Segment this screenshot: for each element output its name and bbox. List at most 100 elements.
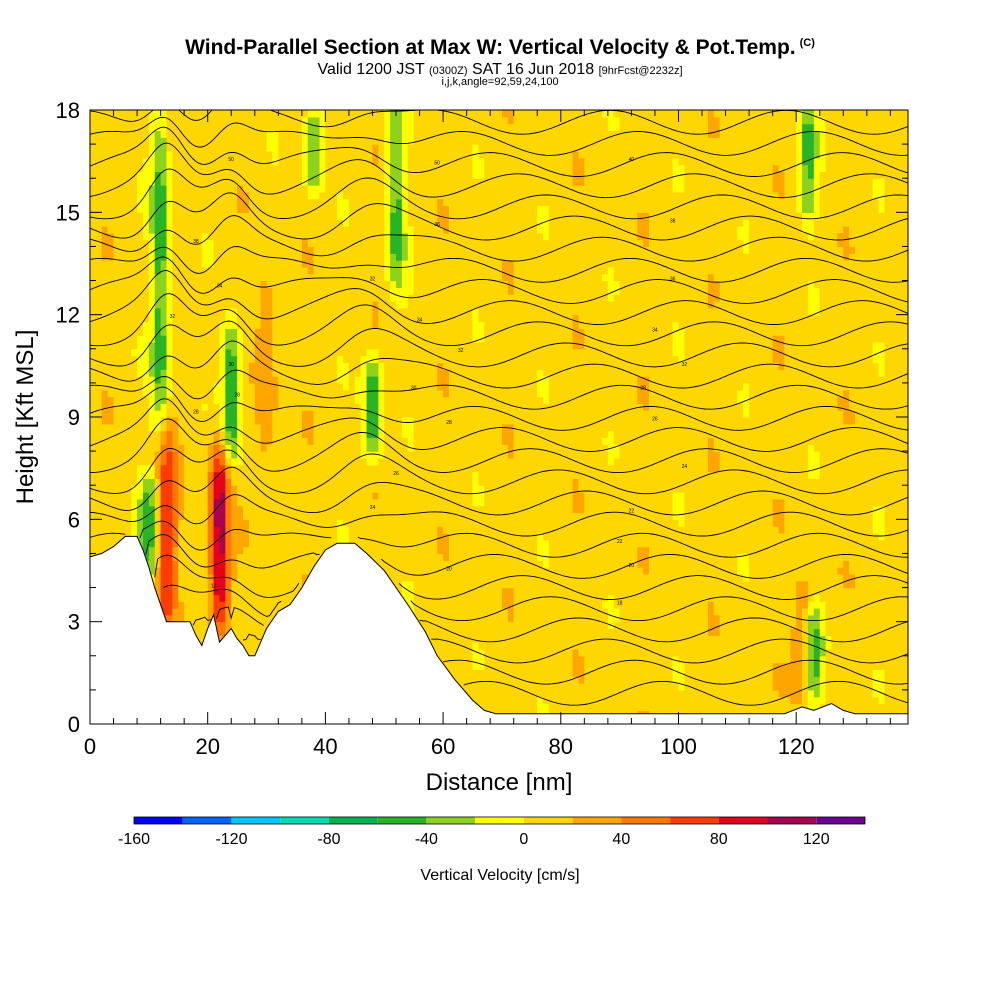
velocity-cell bbox=[160, 341, 168, 350]
velocity-cell bbox=[366, 471, 374, 479]
velocity-cell bbox=[160, 355, 168, 364]
velocity-cell bbox=[184, 512, 191, 520]
velocity-cell bbox=[207, 546, 215, 555]
velocity-cell bbox=[237, 266, 244, 275]
velocity-cell bbox=[254, 403, 262, 411]
velocity-cell bbox=[225, 355, 232, 364]
velocity-cell bbox=[401, 403, 409, 411]
velocity-cell bbox=[307, 410, 315, 418]
velocity-cell bbox=[213, 423, 221, 432]
velocity-cell bbox=[154, 451, 162, 459]
velocity-cell bbox=[384, 225, 391, 234]
velocity-cell bbox=[190, 287, 197, 295]
velocity-cell bbox=[90, 273, 97, 282]
velocity-cell bbox=[354, 430, 362, 439]
velocity-cell bbox=[237, 171, 244, 179]
velocity-cell bbox=[278, 437, 285, 445]
velocity-cell bbox=[125, 389, 132, 398]
velocity-cell bbox=[219, 280, 226, 288]
velocity-cell bbox=[266, 553, 274, 561]
velocity-cell bbox=[201, 451, 209, 459]
velocity-cell bbox=[160, 396, 168, 404]
velocity-cell bbox=[307, 123, 315, 132]
velocity-cell bbox=[413, 464, 421, 473]
velocity-cell bbox=[101, 335, 109, 343]
velocity-cell bbox=[307, 403, 315, 411]
velocity-cell bbox=[184, 301, 191, 309]
velocity-cell bbox=[401, 164, 409, 172]
velocity-cell bbox=[266, 451, 274, 459]
velocity-cell bbox=[201, 396, 209, 404]
velocity-cell bbox=[237, 382, 244, 391]
velocity-cell bbox=[160, 382, 168, 391]
velocity-cell bbox=[142, 423, 150, 432]
velocity-cell bbox=[219, 437, 226, 445]
velocity-cell bbox=[401, 573, 409, 582]
velocity-cell bbox=[319, 389, 326, 398]
velocity-cell bbox=[378, 532, 385, 541]
velocity-cell bbox=[372, 335, 379, 343]
velocity-cell bbox=[360, 464, 368, 473]
velocity-cell bbox=[178, 246, 185, 254]
velocity-cell bbox=[184, 348, 191, 357]
velocity-cell bbox=[266, 144, 274, 152]
velocity-cell bbox=[154, 246, 162, 254]
velocity-cell bbox=[360, 321, 368, 329]
velocity-cell bbox=[343, 430, 350, 439]
velocity-cell bbox=[401, 294, 409, 302]
velocity-cell bbox=[207, 485, 215, 493]
velocity-cell bbox=[307, 464, 315, 473]
velocity-cell bbox=[407, 539, 415, 548]
velocity-cell bbox=[195, 573, 203, 582]
velocity-cell bbox=[90, 260, 97, 268]
velocity-cell bbox=[372, 546, 379, 555]
velocity-cell bbox=[401, 369, 409, 377]
velocity-cell bbox=[278, 580, 285, 589]
velocity-cell bbox=[307, 553, 315, 561]
velocity-cell bbox=[313, 362, 321, 370]
velocity-cell bbox=[160, 314, 168, 323]
velocity-cell bbox=[213, 171, 221, 179]
velocity-cell bbox=[148, 553, 156, 561]
velocity-cell bbox=[243, 546, 250, 555]
velocity-cell bbox=[272, 341, 279, 350]
velocity-cell bbox=[125, 376, 132, 384]
velocity-cell bbox=[172, 403, 179, 411]
velocity-cell bbox=[107, 505, 115, 514]
velocity-cell bbox=[213, 505, 221, 514]
velocity-cell bbox=[190, 225, 197, 234]
velocity-cell bbox=[119, 164, 126, 172]
velocity-cell bbox=[301, 498, 309, 507]
velocity-cell bbox=[343, 205, 350, 213]
velocity-cell bbox=[301, 150, 309, 159]
velocity-cell bbox=[266, 423, 274, 432]
utc-time: (0300Z) bbox=[428, 65, 468, 77]
velocity-cell bbox=[160, 225, 168, 234]
velocity-cell bbox=[372, 362, 379, 370]
velocity-cell bbox=[190, 614, 197, 623]
velocity-cell bbox=[272, 573, 279, 582]
velocity-cell bbox=[160, 294, 168, 302]
velocity-cell bbox=[260, 526, 268, 534]
velocity-cell bbox=[384, 191, 391, 200]
velocity-cell bbox=[401, 205, 409, 213]
velocity-cell bbox=[201, 410, 209, 418]
velocity-cell bbox=[248, 457, 256, 466]
velocity-cell bbox=[195, 567, 203, 575]
velocity-cell bbox=[201, 130, 209, 138]
velocity-cell bbox=[348, 526, 356, 534]
velocity-cell bbox=[237, 314, 244, 323]
velocity-cell bbox=[154, 239, 162, 248]
velocity-cell bbox=[254, 512, 262, 520]
velocity-cell bbox=[166, 116, 173, 125]
velocity-cell bbox=[213, 328, 221, 336]
velocity-cell bbox=[384, 376, 391, 384]
velocity-cell bbox=[384, 417, 391, 425]
velocity-cell bbox=[384, 321, 391, 329]
velocity-cell bbox=[142, 396, 150, 404]
velocity-cell bbox=[401, 246, 409, 254]
velocity-cell bbox=[137, 225, 144, 234]
velocity-cell bbox=[407, 137, 415, 145]
velocity-cell bbox=[390, 171, 397, 179]
velocity-cell bbox=[290, 287, 297, 295]
